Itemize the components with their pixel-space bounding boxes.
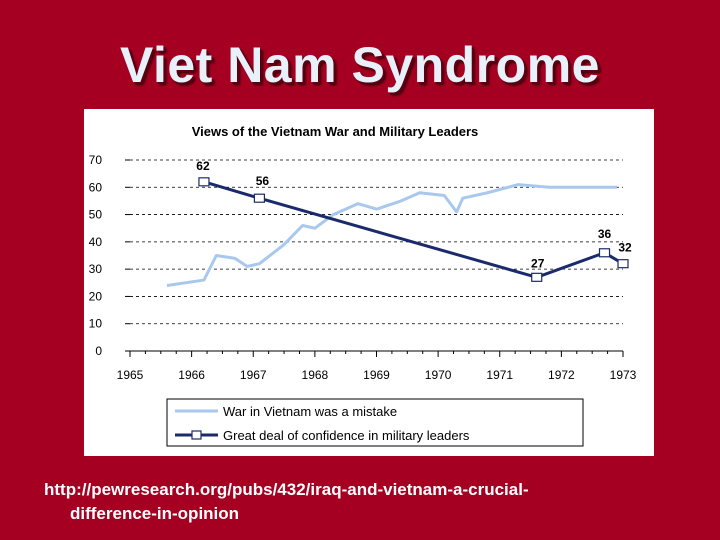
series-layer: 62 56 27 36 32 [166,159,632,287]
source-citation[interactable]: http://pewresearch.org/pubs/432/iraq-and… [44,478,684,526]
x-tick-label: 1966 [178,368,205,382]
x-tick-label: 1969 [363,368,390,382]
legend: War in Vietnam was a mistake Great deal o… [166,398,584,447]
x-tick-label: 1968 [302,368,329,382]
legend-label-war-mistake: War in Vietnam was a mistake [223,404,397,419]
legend-label-military-confidence: Great deal of confidence in military lea… [223,428,470,443]
data-marker [617,259,629,269]
data-label: 36 [598,227,612,241]
data-label: 62 [196,159,210,173]
data-label: 56 [256,174,270,188]
y-tick-label: 70 [89,153,103,167]
y-tick-label: 50 [89,208,103,222]
data-label: 32 [618,241,632,255]
x-axis-ticks: 1965 1966 1967 1968 1969 1970 1971 1972 1973 [117,351,637,382]
data-marker [531,272,543,282]
y-tick-label: 30 [89,262,103,276]
x-tick-label: 1967 [240,368,267,382]
x-tick-label: 1970 [425,368,452,382]
y-tick-label: 60 [89,180,103,194]
line-chart: Views of the Vietnam War and Military Le… [89,124,637,447]
series-line-war-mistake [166,183,617,287]
legend-frame [166,398,584,447]
x-tick-label: 1972 [548,368,575,382]
slide-title: Viet Nam Syndrome [120,37,600,93]
source-line-2: difference-in-opinion [70,504,240,523]
data-marker [598,248,611,258]
y-tick-label: 0 [95,344,102,358]
x-tick-label: 1965 [117,368,144,382]
data-marker [198,177,210,187]
y-axis-ticks: 0 10 20 30 40 50 60 70 [89,153,130,358]
data-marker [253,193,266,203]
y-tick-label: 10 [89,317,103,331]
y-tick-label: 40 [89,235,103,249]
legend-marker [191,430,202,440]
y-tick-label: 20 [89,289,103,303]
chart-panel: Views of the Vietnam War and Military Le… [84,109,654,456]
x-tick-label: 1971 [486,368,513,382]
chart-title: Views of the Vietnam War and Military Le… [192,124,479,139]
x-tick-label: 1973 [610,368,637,382]
data-label: 27 [531,256,545,270]
source-line-1: http://pewresearch.org/pubs/432/iraq-and… [44,480,529,499]
